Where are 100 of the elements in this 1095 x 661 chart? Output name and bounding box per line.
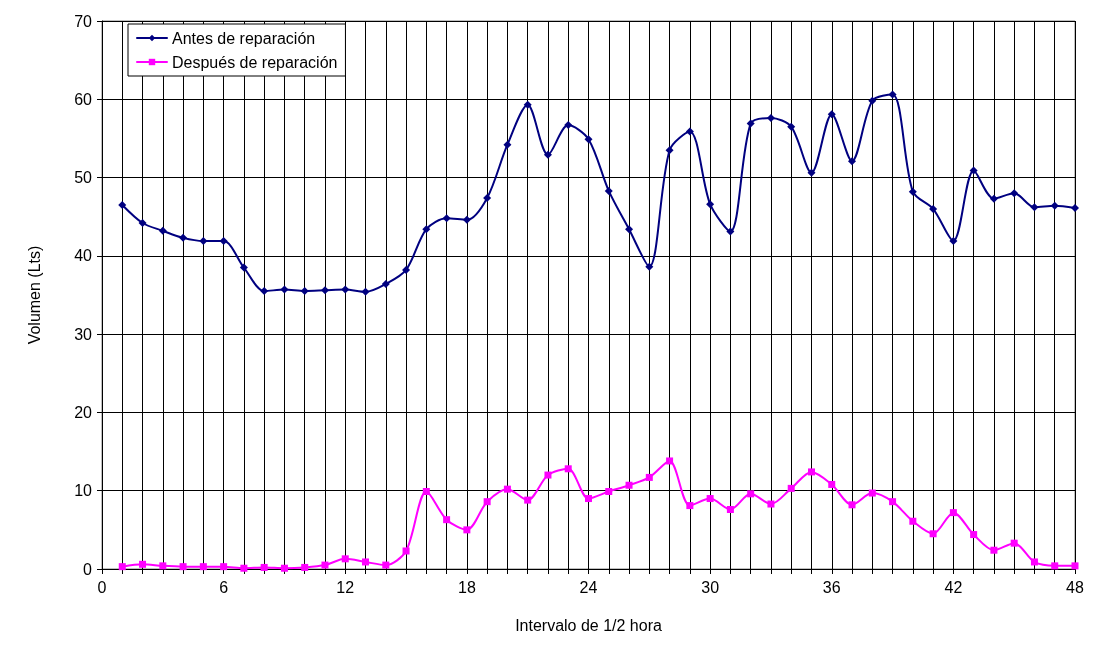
x-tick-label: 6 (219, 578, 229, 596)
point (645, 473, 653, 481)
point (726, 227, 735, 236)
point (1071, 204, 1079, 213)
point (909, 517, 917, 525)
point (300, 287, 309, 296)
x-tick-label: 12 (336, 578, 355, 596)
point (442, 214, 451, 223)
point (239, 263, 248, 272)
point (118, 200, 127, 209)
point (787, 484, 795, 492)
y-tick-label: 50 (74, 169, 93, 187)
x-tick-label: 0 (97, 578, 107, 596)
point (341, 285, 350, 294)
y-tick-label: 10 (74, 482, 93, 500)
point (260, 287, 269, 296)
point (868, 96, 877, 105)
y-tick-label: 40 (74, 247, 93, 265)
y-tick-label: 0 (83, 560, 93, 578)
point (1010, 189, 1019, 198)
x-tick-label: 30 (701, 578, 720, 596)
point (382, 561, 390, 569)
point (604, 186, 613, 195)
point (706, 200, 715, 209)
point (463, 526, 471, 534)
point (341, 555, 349, 563)
point (888, 90, 897, 99)
point (543, 150, 552, 159)
point (280, 285, 289, 294)
point (483, 193, 492, 202)
point (585, 495, 592, 503)
point (787, 122, 796, 131)
point (949, 509, 957, 517)
point (1010, 539, 1018, 547)
point (159, 562, 167, 570)
point (868, 489, 876, 497)
point (158, 226, 167, 235)
point (503, 140, 512, 149)
point (139, 560, 147, 568)
y-tick-label: 20 (74, 403, 93, 421)
point (929, 530, 937, 538)
point (422, 488, 430, 495)
point (321, 561, 329, 569)
point (908, 187, 917, 196)
point (320, 286, 329, 295)
point (828, 480, 836, 488)
point (970, 531, 978, 539)
y-tick-label: 30 (74, 325, 93, 343)
x-tick-label: 42 (944, 578, 963, 596)
point (503, 485, 511, 493)
x-axis-title: Intervalo de 1/2 hora (515, 616, 662, 634)
point (544, 471, 552, 479)
point (564, 465, 572, 473)
x-tick-label: 36 (822, 578, 841, 596)
point (219, 236, 228, 245)
point (361, 287, 370, 296)
point (625, 481, 633, 489)
point (260, 563, 268, 571)
point (746, 119, 755, 128)
legend-label: Después de reparación (172, 53, 338, 71)
y-tick-label: 70 (74, 12, 93, 30)
point (625, 225, 634, 234)
point (827, 110, 836, 119)
point (443, 516, 451, 524)
point (138, 218, 147, 227)
x-tick-label: 18 (457, 578, 476, 596)
point (362, 558, 370, 566)
point (524, 496, 532, 504)
x-tick-label: 24 (579, 578, 598, 596)
point (422, 225, 431, 234)
point (1030, 203, 1039, 212)
point (665, 146, 674, 155)
point (706, 495, 714, 503)
point (929, 204, 938, 213)
point (989, 194, 998, 203)
point (807, 168, 816, 177)
legend-label: Antes de reparación (172, 29, 316, 47)
point (199, 563, 207, 571)
point (381, 280, 390, 289)
point (199, 236, 208, 245)
point (990, 546, 998, 554)
point (848, 157, 857, 166)
point (1071, 562, 1079, 570)
y-tick-label: 60 (74, 90, 93, 108)
point (747, 490, 755, 498)
point (766, 114, 775, 123)
point (605, 488, 613, 495)
point (645, 262, 654, 271)
point (767, 500, 775, 508)
point (1051, 562, 1059, 570)
point (685, 127, 694, 136)
point (564, 121, 573, 130)
point (220, 563, 228, 571)
point (483, 498, 491, 506)
point (118, 563, 126, 571)
point (807, 468, 815, 476)
point (666, 457, 674, 465)
point (949, 236, 958, 245)
point (969, 166, 978, 175)
point (462, 215, 471, 224)
